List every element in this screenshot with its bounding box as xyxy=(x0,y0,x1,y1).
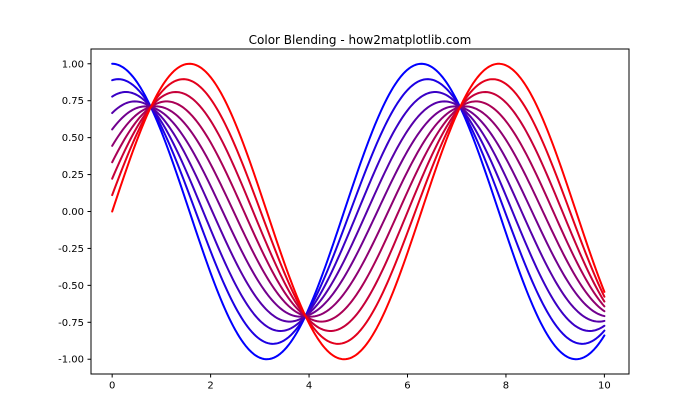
y-tick-label: 0.25 xyxy=(62,170,84,181)
y-tick-label: 1.00 xyxy=(62,59,84,70)
axes-frame xyxy=(90,48,630,375)
sine-blend-curve-t0.1111 xyxy=(111,78,606,345)
x-tick-label: 4 xyxy=(306,381,312,392)
sine-blend-curve-t0.4444 xyxy=(111,105,606,318)
y-tick-label: 0.75 xyxy=(62,96,84,107)
x-tick-label: 10 xyxy=(598,381,611,392)
y-tick-label: -0.75 xyxy=(58,318,84,329)
sine-blend-curve-t0.3333 xyxy=(111,100,606,323)
y-tick-label: -0.50 xyxy=(58,281,84,292)
x-tick-label: 2 xyxy=(207,381,213,392)
chart-title: Color Blending - how2matplotlib.com xyxy=(248,33,472,47)
sine-blend-curve-t0 xyxy=(111,62,606,361)
sine-blend-curve-t1 xyxy=(111,62,606,361)
sine-blend-curve-t0.8889 xyxy=(111,78,606,345)
y-tick-label: -1.00 xyxy=(58,355,84,366)
x-tick-label: 0 xyxy=(109,381,115,392)
y-tick-label: -0.25 xyxy=(58,244,84,255)
sine-blend-curve-t0.2222 xyxy=(111,91,606,332)
y-tick-label: 0.00 xyxy=(62,207,84,218)
x-tick-label: 8 xyxy=(503,381,509,392)
sine-blend-curve-t0.7778 xyxy=(111,91,606,332)
y-tick-label: 0.50 xyxy=(62,133,84,144)
sine-blend-curve-t0.5556 xyxy=(111,105,606,318)
sine-blend-curve-t0.6667 xyxy=(111,100,606,323)
x-tick-label: 6 xyxy=(404,381,410,392)
